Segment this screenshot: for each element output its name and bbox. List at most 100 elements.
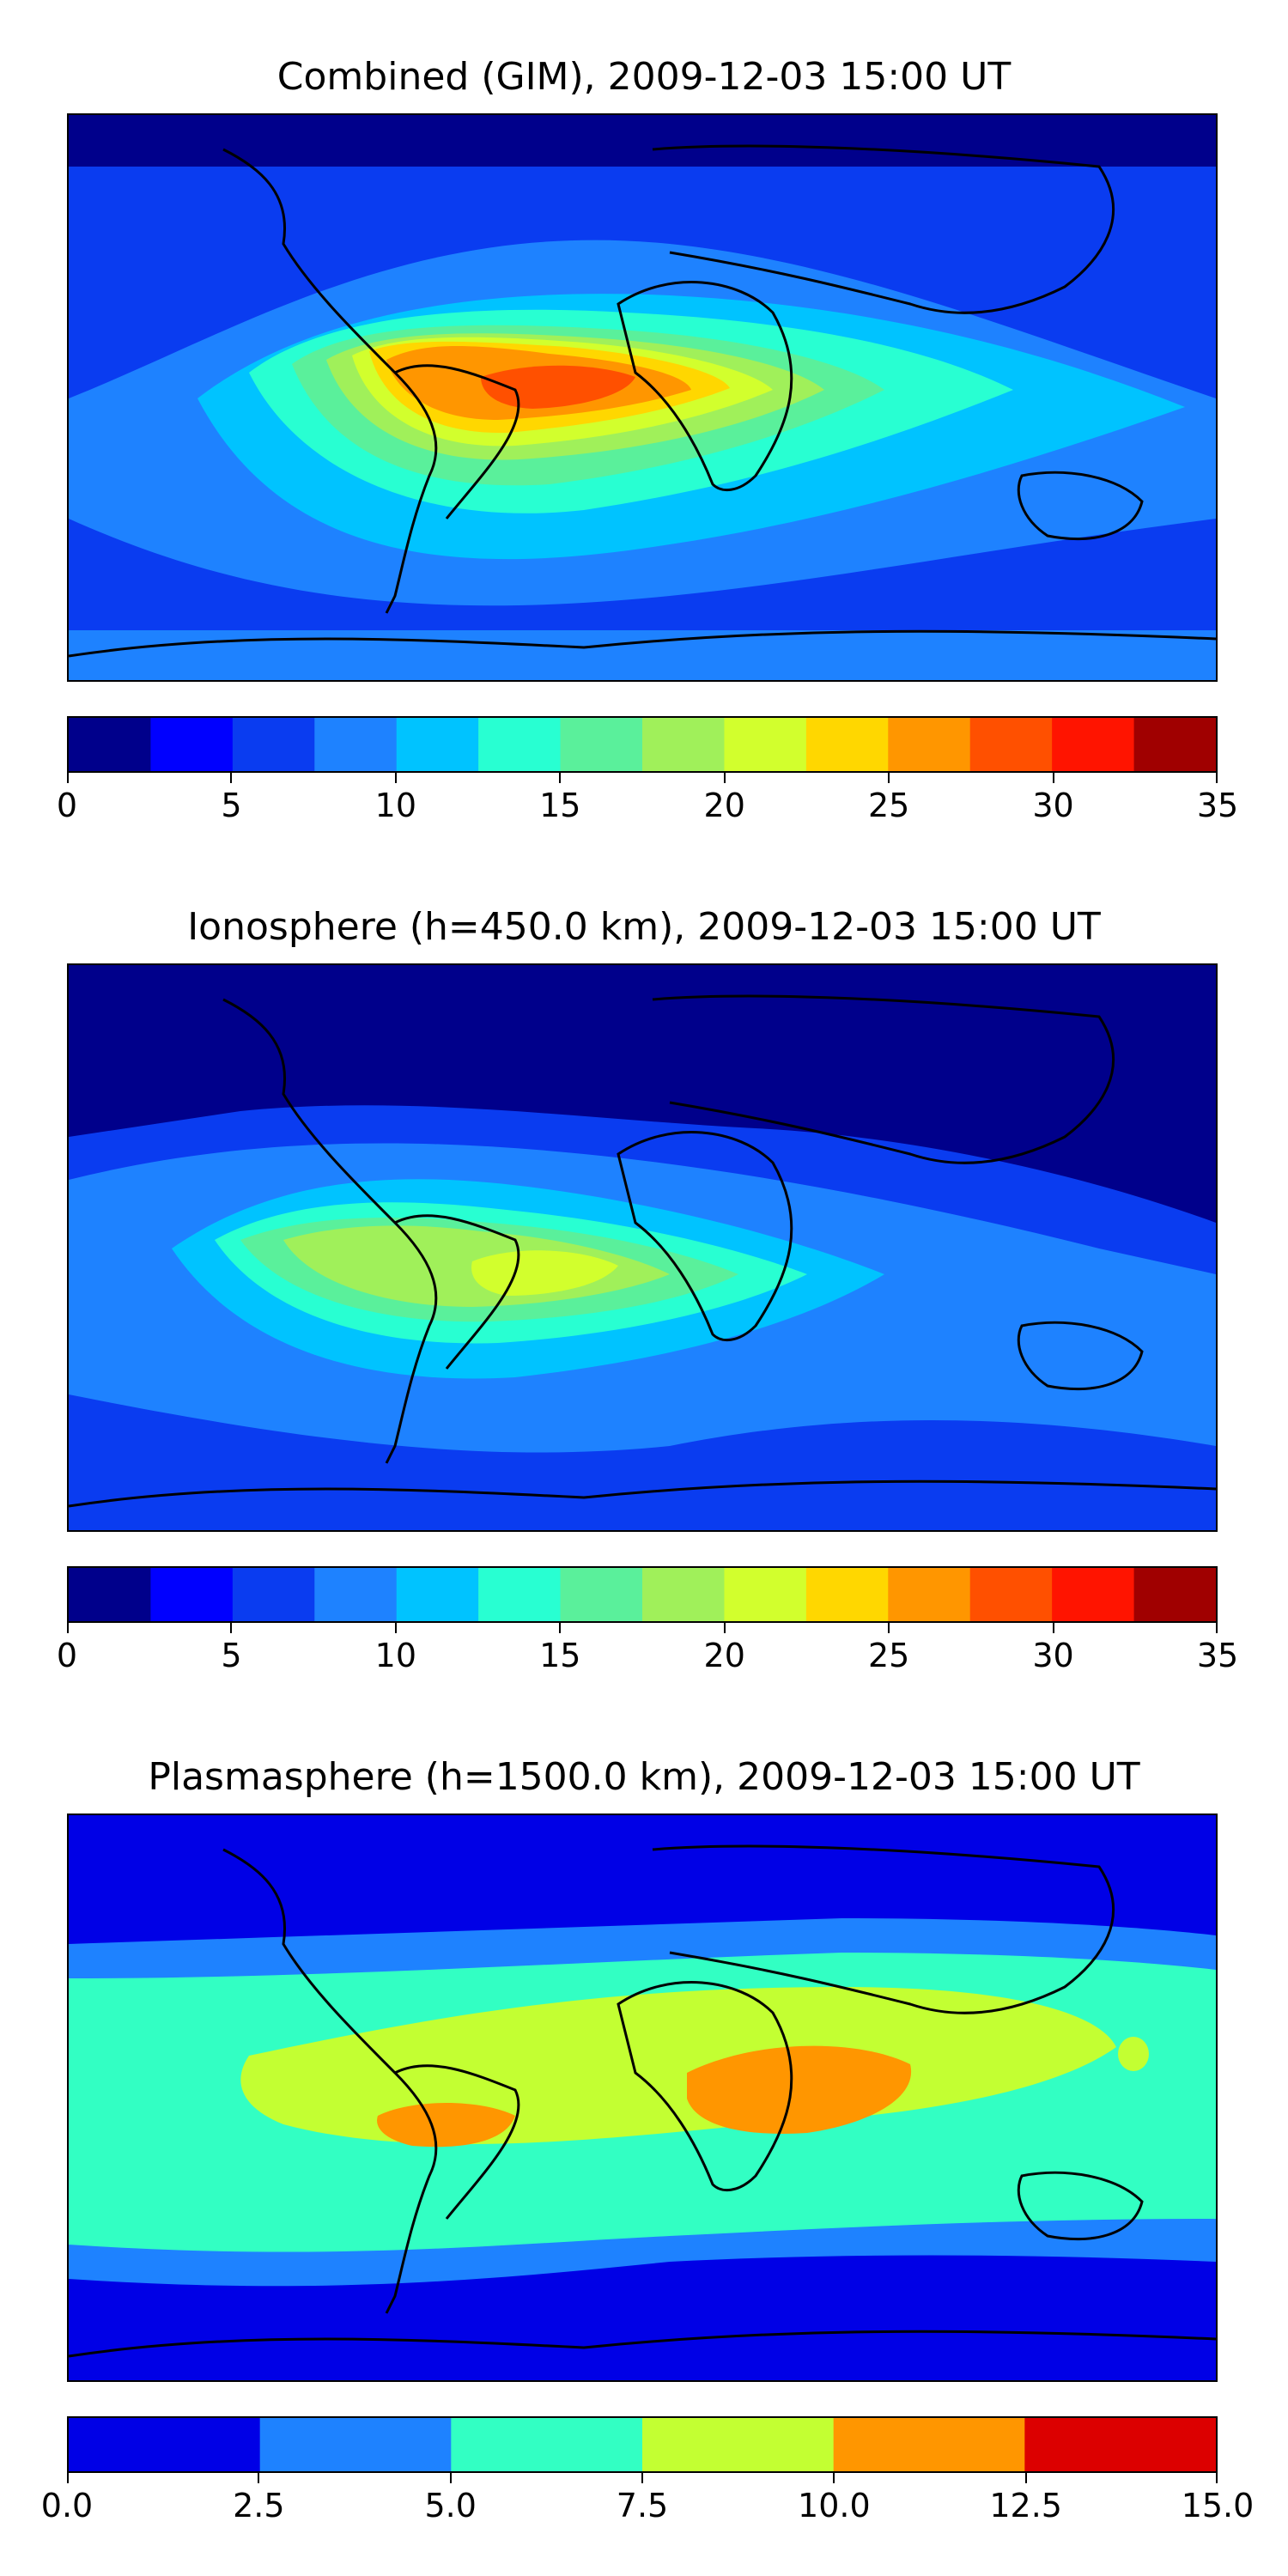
colorbar-tick: [559, 771, 562, 783]
colorbar-tick: [833, 2471, 835, 2483]
contour-level-30: [481, 365, 635, 409]
colorbar-segment: [1133, 1568, 1216, 1621]
colorbar-tick-label: 2.5: [233, 2487, 285, 2524]
south-america-coast: [394, 2064, 520, 2220]
colorbar-segment: [232, 1568, 315, 1621]
colorbar-segment: [805, 1568, 889, 1621]
colorbar-tick-label: 25: [867, 1637, 910, 1674]
map-ionosphere: [67, 963, 1218, 1532]
contour-level-10-west: [377, 2103, 515, 2148]
contour-level-0: [69, 965, 1216, 1223]
colorbar-segment: [642, 2418, 835, 2471]
colorbar-tick: [230, 771, 233, 783]
colorbar-tick: [1216, 1621, 1218, 1633]
australia-coast: [1017, 1321, 1144, 1391]
colorbar-tick: [1024, 2471, 1027, 2483]
coastlines: [69, 144, 1216, 658]
map-plasmasphere: [67, 1814, 1218, 2382]
colorbar-ionosphere: [67, 1566, 1218, 1623]
polar-level-north: [69, 115, 1216, 167]
colorbar-segment: [1024, 2418, 1216, 2471]
colorbar-tick: [67, 771, 69, 783]
colorbar-tick: [888, 1621, 890, 1633]
panel-title-ionosphere: Ionosphere (h=450.0 km), 2009-12-03 15:0…: [187, 905, 1101, 949]
colorbar-segment: [724, 1568, 807, 1621]
americas-coast: [222, 998, 438, 1464]
colorbar-tick-label: 0: [56, 787, 78, 824]
eurasia-coast: [652, 144, 1115, 314]
colorbar-tick-label: 0.0: [40, 2487, 94, 2524]
contour-level-10-east: [687, 2045, 912, 2134]
colorbar-combined: [67, 716, 1218, 773]
colorbar-segment: [259, 2418, 452, 2471]
colorbar-segment: [1052, 1568, 1135, 1621]
eurasia-coast: [652, 1844, 1115, 2014]
colorbar-segment: [478, 718, 562, 771]
colorbar-tick-label: 0: [56, 1637, 78, 1674]
colorbar-tick: [559, 1621, 562, 1633]
colorbar-segment: [969, 1568, 1053, 1621]
africa-coast: [617, 1131, 793, 1342]
australia-coast: [1017, 471, 1144, 541]
colorbar-segment: [805, 718, 889, 771]
colorbar-segment: [969, 718, 1053, 771]
colorbar-segment: [69, 2418, 261, 2471]
colorbar-tick-label: 15.0: [1181, 2487, 1255, 2524]
contour-level-20: [471, 1250, 618, 1296]
colorbar-segment: [69, 1568, 152, 1621]
colorbar-tick: [723, 771, 726, 783]
coastlines: [69, 994, 1216, 1508]
colorbar-tick: [67, 1621, 69, 1633]
americas-coast: [222, 1848, 438, 2314]
colorbar-segment: [888, 718, 971, 771]
colorbar-tick-label: 7.5: [616, 2487, 669, 2524]
americas-coast: [222, 148, 438, 614]
colorbar-tick: [888, 771, 890, 783]
colorbar-segment: [560, 1568, 643, 1621]
antarctica-coast: [69, 629, 1216, 658]
panel-title-plasmasphere: Plasmasphere (h=1500.0 km), 2009-12-03 1…: [148, 1755, 1140, 1799]
panel-title-combined: Combined (GIM), 2009-12-03 15:00 UT: [276, 55, 1012, 99]
colorbar-tick: [1216, 771, 1218, 783]
colorbar-segment: [150, 718, 234, 771]
colorbar-segment: [314, 718, 398, 771]
south-america-coast: [394, 1214, 520, 1370]
colorbar-segment: [888, 1568, 971, 1621]
colorbar-segment: [69, 718, 152, 771]
colorbar-segment: [642, 718, 726, 771]
africa-coast: [617, 281, 793, 492]
colorbar-tick-label: 30: [1032, 787, 1074, 824]
colorbar-segment: [150, 1568, 234, 1621]
colorbar-ticks-plasmasphere: 0.0 2.5 5.0 7.5 10.0 12.5 15.0: [41, 2471, 1254, 2524]
colorbar-tick: [258, 2471, 260, 2483]
colorbar-tick-label: 5: [221, 787, 242, 824]
polar-level-south: [69, 630, 1216, 680]
colorbar-tick: [723, 1621, 726, 1633]
colorbar-tick-label: 5.0: [424, 2487, 477, 2524]
contour-level-7.5-island: [1118, 2037, 1149, 2071]
antarctica-coast: [69, 2330, 1216, 2358]
colorbar-tick-label: 5: [221, 1637, 242, 1674]
coastlines: [69, 1844, 1216, 2358]
colorbar-segment: [478, 1568, 562, 1621]
colorbar-ticks-combined: 0 5 10 15 20 25 30 35: [57, 771, 1238, 824]
colorbar-segment: [1052, 718, 1135, 771]
colorbar-tick: [394, 771, 397, 783]
colorbar-segment: [314, 1568, 398, 1621]
colorbar-tick-label: 10: [374, 1637, 417, 1674]
south-america-coast: [394, 364, 520, 519]
colorbar-segment: [232, 718, 315, 771]
colorbar-tick-label: 30: [1032, 1637, 1074, 1674]
colorbar-tick-label: 25: [867, 787, 910, 824]
colorbar-tick-label: 10.0: [798, 2487, 871, 2524]
colorbar-tick: [394, 1621, 397, 1633]
colorbar-tick-label: 12.5: [989, 2487, 1062, 2524]
colorbar-tick: [67, 2471, 69, 2483]
colorbar-segment: [396, 1568, 479, 1621]
colorbar-tick: [1052, 1621, 1054, 1633]
colorbar-tick: [449, 2471, 452, 2483]
colorbar-tick-label: 10: [374, 787, 417, 824]
antarctica-coast: [69, 1479, 1216, 1508]
colorbar-tick-label: 20: [703, 787, 745, 824]
australia-coast: [1017, 2171, 1144, 2241]
